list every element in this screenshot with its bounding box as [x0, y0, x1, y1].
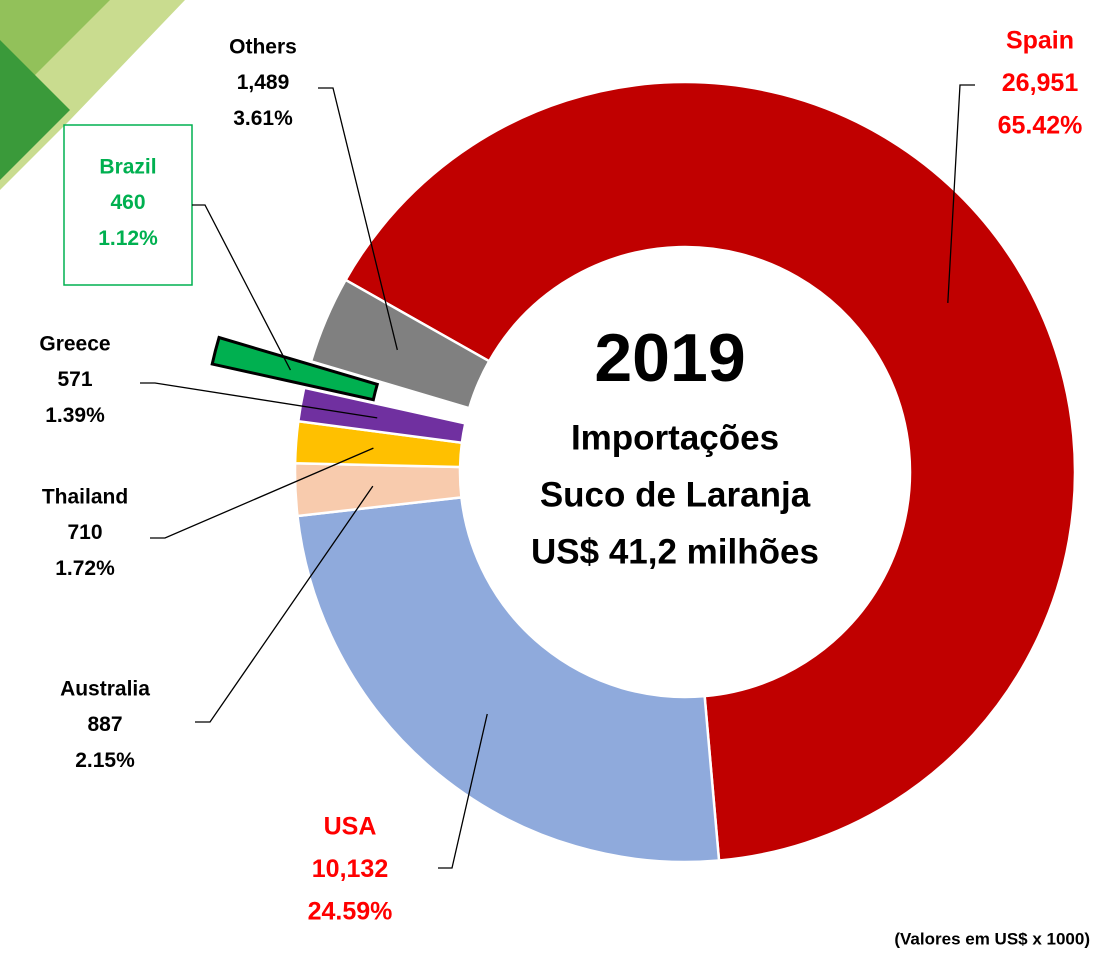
data-label: 571 [57, 368, 92, 391]
data-label: 26,951 [1002, 69, 1079, 97]
data-label: Greece [39, 333, 110, 356]
data-label: Brazil [99, 156, 156, 179]
center-title: 2019 [594, 320, 745, 396]
data-label: 2.15% [75, 749, 135, 772]
leader-line [438, 713, 488, 869]
slice [343, 80, 1077, 862]
decoration [0, 40, 70, 180]
data-label: USA [324, 813, 377, 841]
data-label: Australia [60, 678, 150, 701]
leader-line [318, 87, 398, 351]
slice [309, 278, 491, 410]
data-label: 65.42% [998, 112, 1083, 140]
data-label: 3.61% [233, 107, 293, 130]
data-label: 24.59% [308, 898, 393, 926]
slice [210, 335, 380, 402]
data-label: 1,489 [237, 71, 290, 94]
center-text: Importações [571, 418, 779, 457]
data-label: 1.39% [45, 404, 105, 427]
slice [296, 495, 721, 864]
data-label: 1.72% [55, 557, 115, 580]
data-label: 887 [87, 713, 122, 736]
data-label: Spain [1006, 27, 1074, 55]
leader-line [140, 382, 378, 419]
footnote: (Valores em US$ x 1000) [894, 929, 1090, 948]
slice [296, 386, 467, 445]
leader-line [192, 204, 292, 371]
data-label: Thailand [42, 486, 128, 509]
center-text: Suco de Laranja [540, 475, 811, 514]
data-label: Others [229, 36, 297, 59]
data-label: 1.12% [98, 227, 158, 250]
leader-line [947, 84, 975, 303]
data-label: 10,132 [312, 855, 388, 883]
data-label: 710 [67, 521, 102, 544]
leader-line [195, 485, 374, 723]
center-text: US$ 41,2 milhões [531, 532, 819, 571]
leader-line [150, 447, 374, 539]
data-label: 460 [110, 191, 145, 214]
